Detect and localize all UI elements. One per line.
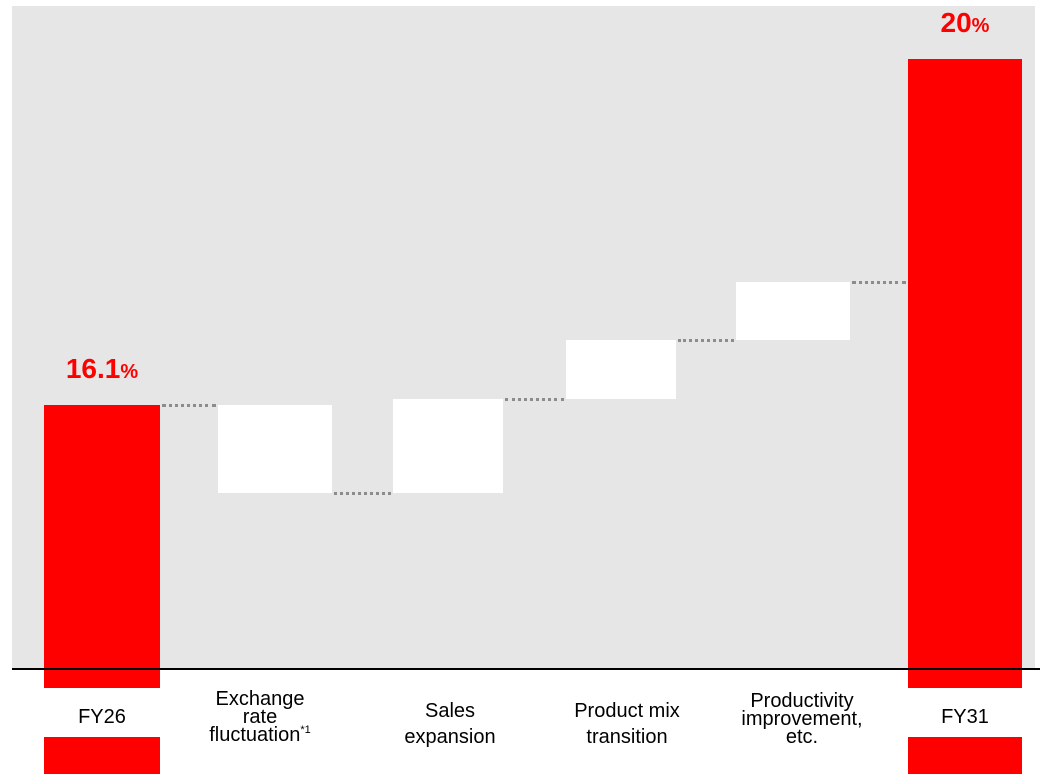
category-label-product-mix: Product mix transition xyxy=(550,698,704,750)
fy26-legend-stub xyxy=(44,737,160,774)
category-label-exchange-text: fluctuation xyxy=(209,724,301,746)
value-label-fy31-unit: % xyxy=(971,15,990,38)
category-label-exchange-line3: fluctuation*1 xyxy=(180,724,340,746)
bar-sales-expansion xyxy=(393,399,503,494)
plot-area xyxy=(12,6,1035,669)
category-label-productivity: Productivity improvement, etc. xyxy=(720,690,884,748)
category-label-fy31: FY31 xyxy=(908,706,1022,728)
bar-fy31 xyxy=(908,59,1022,688)
category-label-mix-line1: Product mix xyxy=(574,700,680,722)
connector-2 xyxy=(334,492,391,496)
category-label-fy26-text: FY26 xyxy=(78,706,126,728)
bar-productivity xyxy=(736,282,850,340)
category-label-exchange-line2: rate xyxy=(242,706,278,728)
category-label-sales-line1: Sales xyxy=(424,700,476,722)
category-label-sales-expansion: Sales expansion xyxy=(380,698,520,750)
connector-1 xyxy=(162,403,216,407)
category-label-prod-line2: improvement, xyxy=(741,708,863,730)
value-label-fy26-number: 16.1 xyxy=(65,352,121,384)
category-label-fy26: FY26 xyxy=(44,706,160,728)
value-label-fy31-number: 20 xyxy=(940,7,972,39)
value-label-fy26-unit: % xyxy=(120,360,139,383)
category-label-fy31-text: FY31 xyxy=(941,706,989,728)
value-label-fy26: 16.1% xyxy=(44,353,160,385)
value-label-fy31: 20% xyxy=(908,7,1022,39)
bar-fy26 xyxy=(44,404,160,688)
footnote-marker: *1 xyxy=(300,724,311,736)
connector-4 xyxy=(678,338,734,342)
category-label-exchange-line1: Exchange xyxy=(215,688,305,710)
category-label-mix-line2: transition xyxy=(586,726,668,748)
connector-5 xyxy=(852,281,906,285)
connector-3 xyxy=(505,398,564,402)
x-axis-baseline xyxy=(12,668,1040,670)
category-label-exchange-rate: Exchange rate fluctuation*1 xyxy=(180,688,340,746)
bar-exchange-rate xyxy=(218,404,332,494)
category-label-prod-line1: Productivity xyxy=(750,690,854,712)
bar-product-mix xyxy=(566,339,676,400)
fy31-legend-stub xyxy=(908,737,1022,774)
category-label-sales-line2: expansion xyxy=(404,726,496,748)
category-label-prod-line3: etc. xyxy=(785,726,819,748)
